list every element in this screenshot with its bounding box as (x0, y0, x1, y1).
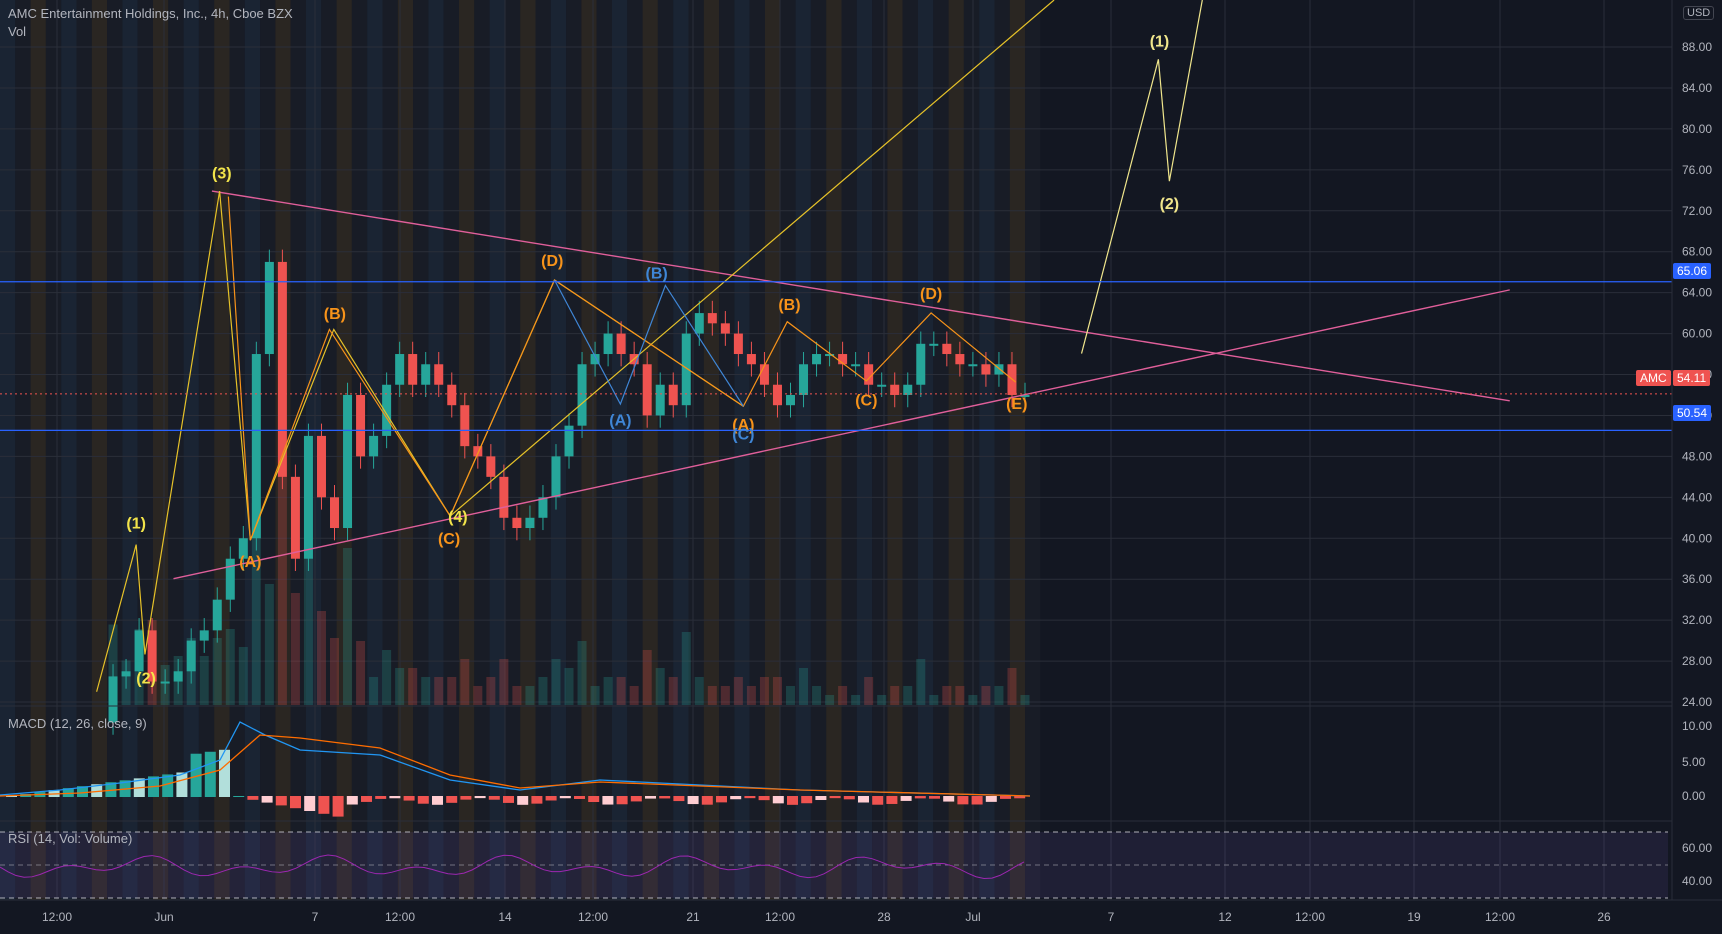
svg-text:12:00: 12:00 (385, 910, 415, 924)
wave-label: (B) (645, 265, 667, 282)
wave-label: (B) (324, 306, 346, 323)
svg-text:12:00: 12:00 (1485, 910, 1515, 924)
wave-labels: (1)(2)(3)(4)(A)(B)(C)(D)(B)(A) (A)(C)(B)(… (126, 34, 1179, 688)
svg-text:21: 21 (686, 910, 700, 924)
svg-text:40.00: 40.00 (1682, 531, 1712, 545)
svg-text:7: 7 (1108, 910, 1115, 924)
wave-label: (E) (1006, 396, 1027, 413)
svg-text:68.00: 68.00 (1682, 245, 1712, 259)
svg-text:84.00: 84.00 (1682, 81, 1712, 95)
wave-label: (1) (1150, 34, 1170, 51)
svg-text:Jun: Jun (154, 910, 173, 924)
wave-label: (1) (126, 516, 146, 533)
svg-text:36.00: 36.00 (1682, 572, 1712, 586)
resistance-price-tag: 65.06 (1673, 263, 1712, 279)
symbol-tag: AMC (1636, 370, 1671, 386)
svg-text:48.00: 48.00 (1682, 449, 1712, 463)
wave-label: (D) (541, 253, 563, 270)
svg-text:7: 7 (312, 910, 319, 924)
svg-text:44.00: 44.00 (1682, 490, 1712, 504)
svg-text:12:00: 12:00 (765, 910, 795, 924)
last-price-tag: 54.11 (1673, 370, 1711, 386)
svg-text:32.00: 32.00 (1682, 613, 1712, 627)
wave-label: (3) (212, 165, 232, 182)
support-price-tag: 50.54 (1673, 405, 1712, 421)
svg-text:24.00: 24.00 (1682, 695, 1712, 709)
wave-label: (B) (778, 297, 800, 314)
svg-text:40.00: 40.00 (1682, 874, 1712, 888)
svg-text:72.00: 72.00 (1682, 204, 1712, 218)
macd-legend[interactable]: MACD (12, 26, close, 9) (8, 716, 147, 731)
wave-label: (C) (855, 393, 877, 410)
wave-label: (D) (920, 286, 942, 303)
svg-text:26: 26 (1597, 910, 1611, 924)
svg-text:28.00: 28.00 (1682, 654, 1712, 668)
wave-label: (A) (732, 417, 754, 434)
horizontal-levels[interactable] (0, 281, 1672, 431)
chart-title-legend[interactable]: AMC Entertainment Holdings, Inc., 4h, Cb… (8, 6, 293, 21)
svg-text:12:00: 12:00 (1295, 910, 1325, 924)
rsi-legend[interactable]: RSI (14, Vol: Volume) (8, 831, 133, 846)
wave-label: (C) (438, 531, 460, 548)
svg-text:10.00: 10.00 (1682, 719, 1712, 733)
wave-label: (2) (136, 670, 156, 687)
svg-text:0.00: 0.00 (1682, 789, 1706, 803)
svg-text:60.00: 60.00 (1682, 327, 1712, 341)
svg-text:5.00: 5.00 (1682, 755, 1706, 769)
wave-label: (2) (1160, 196, 1180, 213)
currency-badge[interactable]: USD (1683, 6, 1715, 20)
wave-label: (A) (239, 554, 261, 571)
svg-text:12:00: 12:00 (578, 910, 608, 924)
svg-text:Jul: Jul (965, 910, 980, 924)
wave-label: (4) (448, 509, 468, 526)
svg-text:88.00: 88.00 (1682, 40, 1712, 54)
svg-text:14: 14 (498, 910, 512, 924)
wave-label: (A) (609, 412, 631, 429)
macd-pane (0, 705, 1722, 817)
volume-legend[interactable]: Vol (8, 24, 27, 39)
svg-text:76.00: 76.00 (1682, 163, 1712, 177)
svg-text:64.00: 64.00 (1682, 286, 1712, 300)
session-background-bands (0, 0, 1026, 900)
svg-text:60.00: 60.00 (1682, 841, 1712, 855)
svg-text:28: 28 (877, 910, 891, 924)
rsi-pane (0, 820, 1722, 899)
svg-text:12:00: 12:00 (42, 910, 72, 924)
elliott-wave-drawings[interactable] (96, 0, 1510, 692)
svg-text:80.00: 80.00 (1682, 122, 1712, 136)
svg-text:12: 12 (1218, 910, 1232, 924)
wave-label: (C) (732, 427, 754, 444)
svg-text:19: 19 (1407, 910, 1421, 924)
